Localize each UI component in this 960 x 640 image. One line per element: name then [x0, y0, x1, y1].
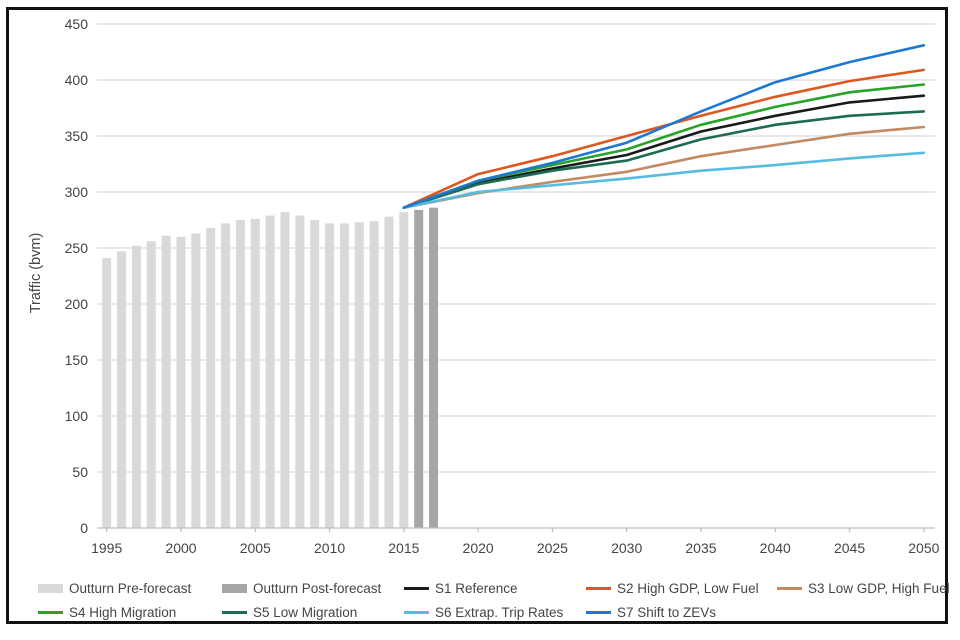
- bar-1999: [161, 235, 171, 528]
- y-tick-label-300: 300: [65, 184, 89, 200]
- bar-2012: [354, 222, 364, 529]
- x-tick-label-2020: 2020: [463, 540, 494, 556]
- x-tick-label-2000: 2000: [165, 540, 196, 556]
- bar-2013: [369, 221, 379, 528]
- bar-2010: [325, 223, 335, 529]
- y-tick-label-50: 50: [72, 464, 88, 480]
- line-s2-high-gdp-low-fuel: [402, 68, 926, 209]
- bar-series: [102, 207, 439, 529]
- x-tick-labels: 1995 2000 2005 2010 2015 2020 2025 2030 2035 2040…: [91, 540, 939, 556]
- y-tick-label-250: 250: [65, 240, 89, 256]
- bar-2017: [429, 207, 439, 528]
- bar-group-outturn-pre-forecast: [102, 212, 409, 529]
- bar-2008: [295, 215, 305, 528]
- x-tick-label-2040: 2040: [760, 540, 791, 556]
- y-tick-label-200: 200: [65, 296, 89, 312]
- x-tick-label-2025: 2025: [537, 540, 568, 556]
- bar-2015: [399, 212, 409, 528]
- y-tick-label-100: 100: [65, 408, 89, 424]
- bar-group-outturn-post-forecast: [414, 207, 439, 529]
- line-s3-low-gdp-high-fuel: [402, 125, 926, 209]
- bar-2005: [250, 218, 260, 528]
- bar-2000: [176, 236, 186, 529]
- x-tick-label-2015: 2015: [388, 540, 419, 556]
- x-tick-label-1995: 1995: [91, 540, 122, 556]
- line-s1-reference: [402, 94, 926, 209]
- y-tick-labels: 0 50 100 150 200 250 300 350 400 450: [65, 16, 89, 536]
- bar-2009: [310, 220, 320, 528]
- bar-2014: [384, 216, 394, 528]
- y-tick-label-450: 450: [65, 16, 89, 32]
- x-tick-label-2030: 2030: [611, 540, 642, 556]
- bar-2006: [265, 215, 275, 528]
- bar-2001: [191, 233, 201, 528]
- x-tick-label-2010: 2010: [314, 540, 345, 556]
- bar-1996: [117, 251, 127, 529]
- bar-2007: [280, 212, 290, 528]
- y-axis-title: Traffic (bvm): [28, 233, 44, 314]
- y-tick-label-350: 350: [65, 128, 89, 144]
- line-s7-shift-to-zevs: [402, 43, 926, 209]
- bar-2003: [221, 223, 231, 529]
- x-tick-label-2045: 2045: [834, 540, 865, 556]
- line-series: [402, 43, 926, 209]
- x-tick-label-2005: 2005: [240, 540, 271, 556]
- y-tick-label-150: 150: [65, 352, 89, 368]
- bar-2016: [414, 209, 424, 529]
- line-s5-low-migration: [402, 110, 926, 209]
- bar-2004: [235, 220, 245, 528]
- y-tick-label-0: 0: [80, 520, 88, 536]
- bar-1998: [146, 241, 156, 528]
- bar-2002: [206, 227, 216, 528]
- line-s6-extrap-trip-rates: [402, 151, 926, 209]
- bar-1997: [131, 245, 141, 528]
- axes-and-ticks: [97, 527, 935, 532]
- x-tick-label-2050: 2050: [908, 540, 939, 556]
- y-tick-label-400: 400: [65, 72, 89, 88]
- x-tick-label-2035: 2035: [685, 540, 716, 556]
- bar-1995: [102, 258, 112, 528]
- bar-2011: [339, 223, 349, 529]
